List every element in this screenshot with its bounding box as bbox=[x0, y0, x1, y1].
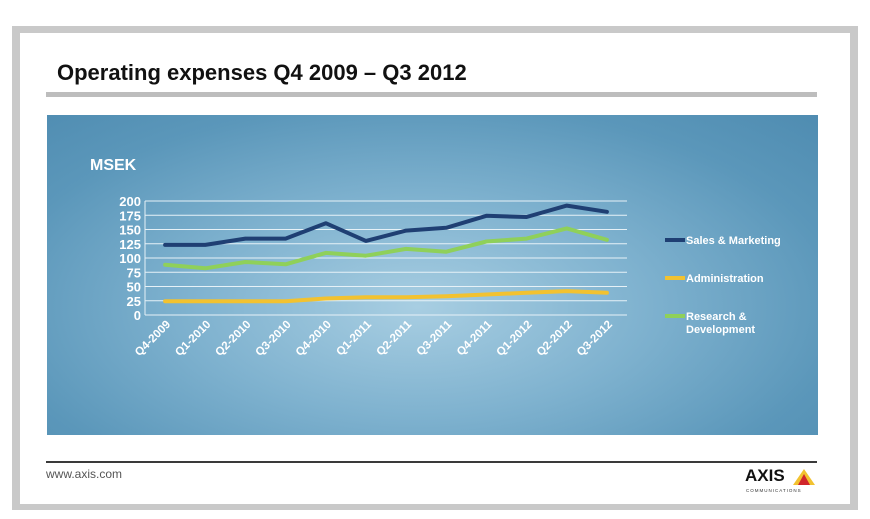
x-tick-label: Q4-2009 bbox=[133, 319, 173, 359]
y-tick-label: 50 bbox=[127, 280, 141, 295]
x-tick-label: Q3-2012 bbox=[575, 319, 615, 359]
y-tick-label: 75 bbox=[127, 265, 141, 280]
y-tick-label: 200 bbox=[119, 194, 141, 209]
axis-logo: AXIS COMMUNICATIONS bbox=[745, 466, 823, 498]
y-axis-label: MSEK bbox=[90, 157, 137, 174]
logo-subtext: COMMUNICATIONS bbox=[746, 488, 802, 493]
footer-divider bbox=[46, 461, 817, 463]
slide: Operating expenses Q4 2009 – Q3 2012 MSE… bbox=[20, 33, 850, 504]
y-tick-label: 125 bbox=[119, 237, 141, 252]
x-tick-label: Q4-2011 bbox=[455, 318, 495, 358]
x-tick-label: Q2-2012 bbox=[535, 319, 575, 359]
x-tick-label: Q1-2011 bbox=[334, 318, 374, 358]
series-line-0 bbox=[163, 203, 609, 247]
x-tick-label: Q3-2011 bbox=[415, 318, 455, 358]
footer-url: www.axis.com bbox=[46, 467, 123, 481]
series-line-2 bbox=[163, 226, 609, 271]
chart-panel: MSEK 0 25 50 75 100 125 150 175 200 Q4-2009 Q1-2010… bbox=[47, 115, 818, 435]
y-tick-label: 150 bbox=[119, 223, 141, 238]
x-tick-label: Q3-2010 bbox=[254, 319, 294, 359]
legend-label: Administration bbox=[686, 273, 764, 285]
y-tick-label: 175 bbox=[119, 208, 141, 223]
x-tick-label: Q4-2010 bbox=[294, 319, 334, 359]
logo-wordmark: AXIS bbox=[745, 466, 785, 485]
x-tick-label: Q2-2010 bbox=[213, 319, 253, 359]
series-line-1 bbox=[163, 289, 609, 304]
legend-label: Development bbox=[686, 324, 755, 336]
x-tick-label: Q2-2011 bbox=[375, 318, 415, 358]
y-tick-label: 25 bbox=[127, 294, 141, 309]
y-tick-label: 100 bbox=[119, 251, 141, 266]
legend-label: Sales & Marketing bbox=[686, 235, 781, 247]
legend-label: Research & bbox=[686, 311, 747, 323]
title-divider bbox=[46, 92, 817, 97]
y-tick-label: 0 bbox=[134, 308, 141, 323]
slide-title: Operating expenses Q4 2009 – Q3 2012 bbox=[57, 60, 467, 85]
x-tick-label: Q1-2010 bbox=[173, 319, 213, 359]
x-tick-label: Q1-2012 bbox=[495, 319, 535, 359]
logo-triangle-icon bbox=[793, 469, 815, 485]
